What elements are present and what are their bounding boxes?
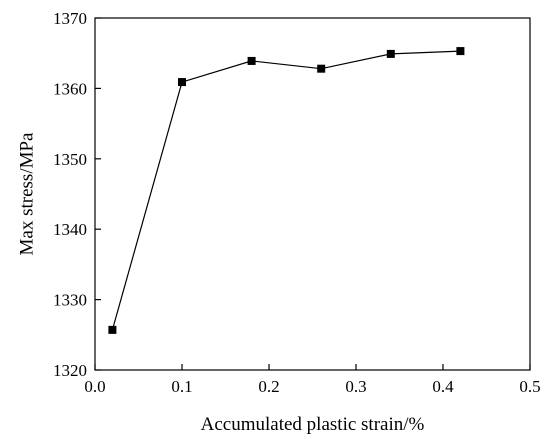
data-point-marker [108,325,117,334]
data-point-marker [178,78,186,87]
x-tick-label: 0.5 [519,377,540,396]
data-point-marker [386,49,395,58]
data-point-marker [317,64,326,73]
x-axis-title: Accumulated plastic strain/% [201,414,425,435]
plot-frame [94,17,531,371]
y-axis-title: Max stress/MPa [16,132,37,256]
series-line [111,50,461,331]
y-tick-label: 1350 [53,150,87,169]
y-tick-label: 1330 [53,291,87,310]
y-tick-label: 1340 [53,220,87,239]
x-axis-ticks: 0.0 0.1 0.2 0.3 0.4 0.5 [84,364,541,396]
data-point-marker [456,47,465,56]
x-tick-label: 0.1 [171,377,192,396]
x-tick-label: 0.3 [345,377,366,396]
series-markers [108,47,465,334]
y-tick-label: 1320 [53,361,87,380]
y-tick-label: 1360 [53,79,87,98]
x-tick-label: 0.2 [258,377,279,396]
x-tick-label: 0.4 [432,377,454,396]
y-axis-ticks: 1320 1330 1340 1350 1360 1370 [53,9,101,380]
y-tick-label: 1370 [53,9,87,28]
x-tick-label: 0.0 [84,377,105,396]
data-point-marker [247,56,256,65]
